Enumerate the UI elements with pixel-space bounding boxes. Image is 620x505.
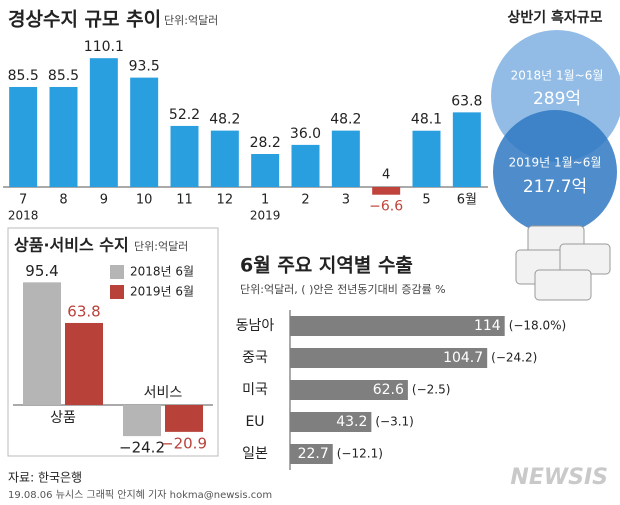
value-label: 110.1 [84,39,124,55]
annotation: (−24.2) [491,351,537,365]
bar [23,282,61,405]
bar [372,187,401,195]
y-tick-label: 동남아 [236,318,275,334]
legend-label: 2019년 6월 [130,285,194,299]
source: 자료: 한국은행 [8,470,82,485]
value-label: 43.2 [336,414,367,430]
value-label: 95.4 [25,262,58,280]
value-label: 22.7 [298,446,329,462]
value-label: 28.2 [250,135,281,151]
value-label: 62.6 [373,382,404,398]
chart-title: 경상수지 규모 추이 [8,9,161,31]
value-label: 63.8 [67,302,100,320]
circle-period: 2018년 1월~6월 [511,69,604,83]
value-label: 85.5 [48,68,79,84]
legend-swatch [110,265,124,279]
annotation: (−18.0%) [509,319,567,333]
legend-swatch [110,285,124,299]
chart-title: 상품·서비스 수지 [14,236,129,255]
bar [49,86,78,187]
value-label: 63.8 [451,93,482,109]
unit: 단위:억달러, ( )안은 전년동기대비 증감률 % [240,283,446,296]
x-tick-label: 3 [342,193,350,208]
value-label: 36.0 [290,126,321,142]
x-tick-label: 7 [19,193,27,208]
bar [123,405,161,437]
circle-period: 2019년 1월~6월 [509,156,602,170]
bar [291,144,320,187]
bar [170,125,199,187]
x-tick-label: 11 [176,193,193,208]
money-illustration [515,225,611,301]
x-tick-label: 8 [59,193,67,208]
value-label: 48.2 [209,112,240,128]
unit: 단위:억달러 [164,14,218,27]
annotation: (−2.5) [412,383,451,397]
bar [130,77,159,187]
bar [9,86,38,187]
x-tick-label: 6월 [457,193,477,208]
bar [331,130,360,187]
bar [210,130,239,187]
y-tick-label: EU [245,414,264,430]
value-label: 85.5 [8,68,39,84]
value-label: −20.9 [161,434,207,452]
y-tick-label: 미국 [242,382,268,398]
bar [165,405,203,432]
x-tick-label: 1 [261,193,269,208]
year-label: 2018 [8,209,39,223]
circle-amount: 217.7억 [523,177,587,197]
unit: 단위:억달러 [134,240,188,253]
y-tick-label: 중국 [242,350,268,366]
bar [290,444,333,464]
bar [412,130,441,187]
annotation: (−3.1) [375,415,414,429]
value-label: 48.1 [411,112,442,128]
bar [65,322,103,405]
value-label: 114 [474,318,501,334]
credit: 19.08.06 뉴시스 그래픽 안지혜 기자 hokma@newsis.com [8,489,272,501]
x-tick-label: 10 [136,193,153,208]
value-label: 104.7 [443,350,483,366]
bar [290,380,408,400]
circle-title: 상반기 흑자규모 [507,9,602,26]
x-tick-label: 상품 [50,410,76,426]
annotation: (−12.1) [337,447,383,461]
logo: NEWSIS [510,465,608,490]
value-label: −24.2 [119,439,165,457]
bar [290,412,372,432]
year-label: 2019 [250,209,281,223]
bar [290,348,488,368]
value-label: 52.2 [169,107,200,123]
circle-amount: 289억 [533,89,581,109]
value-label: 48.2 [330,112,361,128]
circle [493,110,617,234]
x-tick-label: 서비스 [144,385,183,401]
x-tick-label: 12 [217,193,234,208]
chart-title: 6월 주요 지역별 수출 [240,255,413,277]
bar [89,58,118,187]
value-label: 93.5 [129,59,160,75]
x-tick-label: 4 [382,168,390,183]
x-tick-label: 9 [100,193,108,208]
y-tick-label: 일본 [242,446,268,462]
bar [290,316,505,336]
x-tick-label: 2 [301,193,309,208]
legend-label: 2018년 6월 [130,265,194,279]
value-label: −6.6 [369,199,403,215]
x-tick-label: 5 [422,193,430,208]
bar [251,154,280,187]
bar [452,112,481,187]
